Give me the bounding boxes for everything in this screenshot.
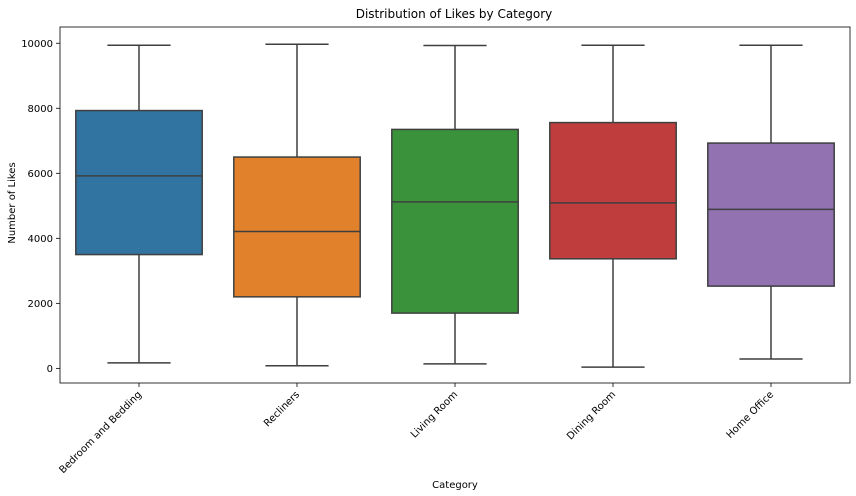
x-axis-label: Category [432, 480, 478, 491]
box-2 [233, 43, 361, 367]
chart-title: Distribution of Likes by Category [356, 7, 553, 21]
iqr-box [707, 142, 835, 287]
iqr-box [391, 128, 519, 314]
x-tick-label: Recliners [262, 389, 302, 429]
x-axis: Bedroom and Bedding Recliners Living Room D… [57, 383, 776, 476]
y-axis: 0 2000 4000 6000 8000 10000 [21, 39, 60, 375]
y-tick-label: 0 [47, 364, 53, 375]
y-tick-label: 8000 [28, 104, 53, 115]
y-tick-label: 4000 [28, 234, 53, 245]
box-5 [707, 44, 835, 360]
y-tick-label: 10000 [21, 39, 53, 50]
plot-area [59, 26, 851, 384]
x-tick-label: Living Room [409, 389, 460, 440]
iqr-box [233, 156, 361, 298]
x-tick-label: Dining Room [565, 389, 618, 442]
box-1 [75, 44, 203, 364]
iqr-box [549, 121, 677, 260]
x-tick-label: Home Office [725, 389, 777, 441]
y-axis-label: Number of Likes [7, 162, 18, 243]
box-4 [549, 44, 677, 368]
y-tick-label: 2000 [28, 299, 53, 310]
y-tick-label: 6000 [28, 169, 53, 180]
iqr-box [75, 109, 203, 256]
box-3 [391, 44, 519, 365]
x-tick-label: Bedroom and Bedding [57, 389, 144, 476]
